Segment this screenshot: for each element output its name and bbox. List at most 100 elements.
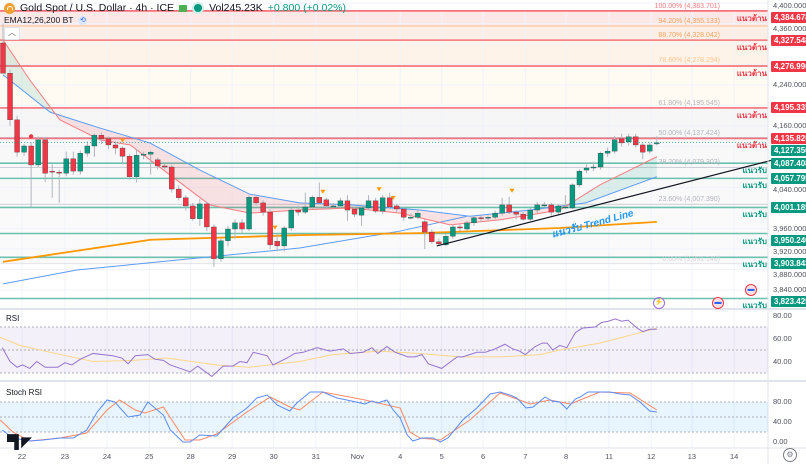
ema-cloud-fill — [607, 177, 615, 195]
candle-down — [386, 197, 393, 208]
support-price-tag: 4,087.408 — [771, 157, 806, 169]
us-flag-icon[interactable]: ▬ — [745, 284, 757, 296]
ema-cloud-fill — [185, 162, 193, 193]
price-axis-label: 3,880.000 — [773, 269, 806, 279]
support-price-tag: 3,950.240 — [771, 234, 806, 246]
time-axis-label: 30 — [269, 452, 278, 461]
volume-value: Vol245.23K — [209, 2, 263, 14]
candle-down — [7, 73, 13, 121]
fib-level-label: 61.80% (4,195.545) — [658, 99, 721, 107]
flag-icon[interactable] — [179, 4, 188, 12]
price-change: +0.800 (+0.02%) — [267, 2, 347, 14]
ema-cloud-fill — [73, 119, 81, 131]
ema-cloud-fill — [31, 81, 39, 103]
ema-cloud-fill — [284, 200, 292, 212]
signal-triangle-marker — [390, 195, 396, 200]
fib-zone-fill — [0, 65, 768, 108]
candle-up — [63, 158, 69, 174]
candle-down — [401, 208, 407, 218]
candle-down — [42, 139, 48, 174]
ema-cloud-fill — [213, 176, 221, 208]
price-axis-label: 3,840.000 — [773, 285, 806, 294]
candle-up — [288, 209, 294, 229]
time-axis-label: 28 — [186, 452, 195, 461]
candle-down — [323, 199, 330, 207]
candle-up — [309, 197, 315, 208]
collapse-legend-button[interactable]: ︿ — [4, 27, 20, 40]
ema-cloud-fill — [199, 170, 207, 203]
tradingview-logo[interactable]: ▀▌◤ — [7, 434, 31, 449]
candle-up — [77, 153, 83, 172]
lightning-icon[interactable]: ⚡ — [653, 297, 665, 309]
stoch-d-line — [0, 391, 658, 442]
fib-level-label: 88.70% (4,328.042) — [658, 31, 721, 39]
support-price-tag: 3,823.425 — [771, 296, 806, 307]
resistance-price-tag: 4,195.335 — [771, 102, 806, 114]
indicator-name[interactable]: EMA12,26,200 BT — [4, 15, 74, 25]
candle-up — [555, 205, 562, 213]
candle-down — [548, 204, 554, 213]
candle-down — [422, 221, 428, 233]
fib-level-label: 50.00% (4,137.424) — [658, 129, 721, 137]
resistance-zone-label: แนวต้าน — [736, 69, 767, 79]
time-axis-label: 12 — [646, 452, 656, 461]
candle-up — [408, 217, 414, 219]
price-axis-label: 4,360.000 — [773, 24, 806, 33]
candle-up — [225, 228, 231, 241]
ema-cloud-fill — [234, 187, 243, 212]
settings-gear-icon[interactable]: ⚙ — [783, 448, 797, 462]
candle-up — [84, 145, 91, 154]
candle-down — [267, 211, 273, 246]
ema-cloud-fill — [227, 183, 235, 211]
ema-cloud-fill — [642, 160, 650, 182]
ema-cloud-fill — [17, 60, 25, 92]
signal-triangle-marker — [320, 189, 326, 194]
support-price-tag: 3,903.843 — [771, 257, 806, 269]
candle-down — [176, 188, 182, 198]
candle-up — [365, 200, 372, 209]
symbol-title[interactable]: Gold Spot / U.S. Dollar · 4h · ICE — [20, 2, 175, 14]
price-axis-label: 3,960.000 — [773, 223, 806, 233]
candle-down — [372, 200, 379, 212]
stoch-k-line — [1, 391, 657, 443]
resistance-price-tag: 4,384.678 — [771, 12, 806, 23]
price-axis-label: 4,240.000 — [773, 80, 806, 89]
ema-cloud-fill — [649, 156, 657, 180]
ema-cloud-fill — [270, 197, 278, 212]
candle-up — [562, 206, 569, 209]
candle-up — [597, 153, 604, 168]
candle-up — [499, 204, 505, 214]
resistance-price-tag: 4,327.548 — [771, 35, 806, 46]
candle-down — [520, 213, 526, 220]
support-price-tag: 4,001.185 — [771, 201, 806, 213]
support-zone-label: แนวรับ — [742, 236, 768, 246]
ema-cloud-fill — [143, 141, 151, 161]
rsi-axis-label: 80.00 — [773, 310, 792, 320]
ema-cloud-fill — [87, 124, 95, 138]
ema-cloud-fill — [452, 214, 460, 225]
candle-down — [239, 222, 245, 230]
time-axis-label: 13 — [687, 452, 697, 461]
candle-up — [140, 154, 147, 156]
rsi-pane-title: RSI — [6, 314, 20, 323]
indicator-settings-icon[interactable]: ⟲ — [78, 15, 88, 25]
candle-down — [204, 203, 210, 228]
resistance-zone-label: แนวต้าน — [736, 141, 767, 151]
candle-up — [35, 139, 41, 166]
fib-level-label: 23.60% (4,007.390) — [658, 196, 721, 204]
support-zone-label: แนวรับ — [742, 301, 768, 311]
resistance-price-tag: 4,135.825 — [771, 132, 806, 144]
price-axis-label: 4,400.000 — [773, 1, 806, 10]
candle-down — [112, 144, 119, 149]
ema-cloud-fill — [502, 212, 510, 220]
candle-down — [295, 209, 301, 213]
time-axis-label: 24 — [102, 452, 112, 461]
candle-down — [513, 211, 519, 215]
candle-down — [183, 197, 189, 207]
candle-up — [197, 203, 203, 219]
us-flag-icon[interactable]: ▬ — [712, 297, 724, 309]
ema-cloud-fill — [115, 132, 123, 144]
stoch-rsi-pane-title: Stoch RSI — [6, 388, 43, 397]
gold-logo-icon — [4, 2, 15, 14]
